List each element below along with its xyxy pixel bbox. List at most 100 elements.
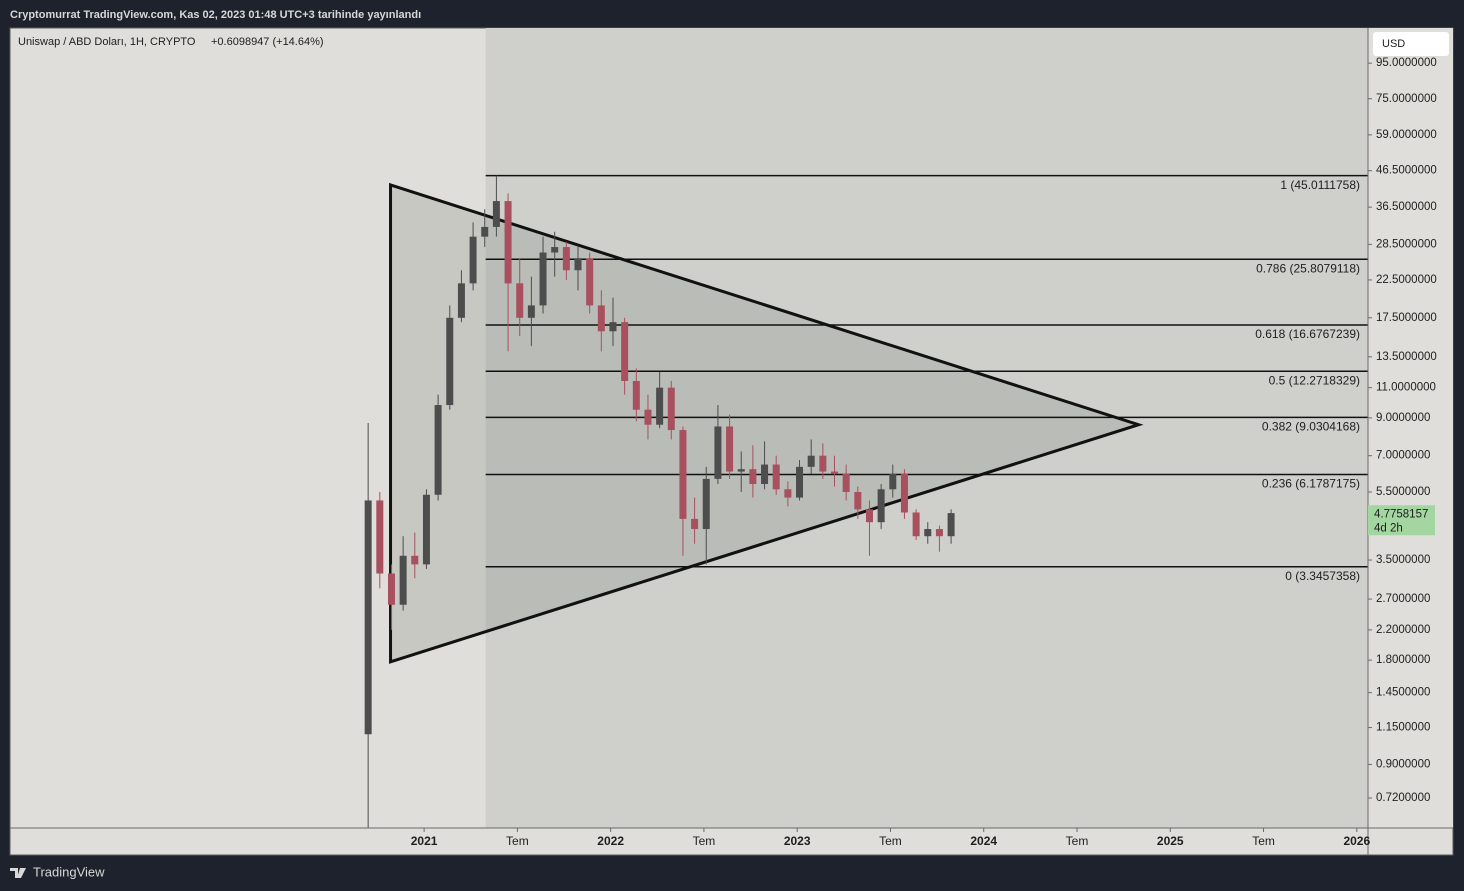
candle-body [761, 464, 769, 485]
candle-body [376, 500, 384, 574]
y-tick-label: 22.5000000 [1376, 274, 1437, 286]
currency[interactable]: USD [1382, 38, 1405, 50]
y-tick-label: 2.7000000 [1376, 593, 1430, 605]
y-tick-label: 1.1500000 [1376, 722, 1430, 734]
candle-body [516, 283, 524, 318]
candle-body [877, 489, 885, 523]
candle-body [656, 387, 664, 425]
triangle [389, 182, 1144, 664]
fib-label: 0.5 (12.2718329) [1269, 373, 1360, 387]
candle-body [469, 236, 477, 284]
change: +0.6098947 (+14.64%) [211, 36, 324, 48]
candle-body [726, 426, 734, 472]
candle-body [796, 466, 804, 498]
y-tick-label: 28.5000000 [1376, 238, 1437, 250]
candle-body [679, 430, 687, 519]
candle-body [597, 305, 605, 332]
candle-body [492, 201, 500, 227]
candle-body [702, 478, 710, 530]
candle-body [749, 469, 757, 485]
candle-body [819, 455, 827, 472]
candle-body [714, 426, 722, 479]
symbol: Uniswap / ABD Doları, 1H, CRYPTO [18, 36, 196, 48]
candle-body [527, 305, 535, 318]
candle-body [539, 252, 547, 306]
candle-body [772, 464, 780, 490]
x-tick-label: Tem [506, 834, 529, 848]
candle-body [737, 469, 745, 472]
candle-body [935, 529, 943, 537]
candle-body [399, 555, 407, 605]
candle-body [586, 258, 594, 306]
fib-label: 1 (45.0111758) [1280, 178, 1360, 192]
y-tick-label: 11.0000000 [1376, 382, 1436, 394]
fib-label: 0.236 (6.1787175) [1262, 477, 1360, 491]
candle-body [457, 283, 465, 318]
candle-body [562, 247, 570, 271]
y-tick-label: 17.5000000 [1376, 312, 1437, 324]
candle-body [865, 509, 873, 523]
x-tick-label: 2023 [784, 834, 811, 848]
y-tick-label: 75.0000000 [1376, 93, 1437, 105]
candle-body [446, 317, 454, 406]
candle-body [364, 500, 372, 735]
candle-body [784, 489, 792, 498]
x-tick-label: 2025 [1157, 834, 1184, 848]
candle-body [691, 518, 699, 530]
candle-body [434, 405, 442, 495]
x-tick-label: 2026 [1343, 834, 1370, 848]
candle-body [632, 380, 640, 410]
candle-body [551, 247, 559, 253]
x-tick-label: 2022 [597, 834, 624, 848]
candle-body [609, 322, 617, 332]
header: Cryptomurrat TradingView.com, Kas 02, 20… [10, 9, 421, 21]
y-tick-label: 36.5000000 [1376, 201, 1437, 213]
fib-label: 0 (3.3457358) [1285, 569, 1360, 583]
candle-body [924, 529, 932, 537]
candle-body [422, 494, 430, 565]
logo-icon [10, 868, 26, 878]
x-tick-label: Tem [879, 834, 902, 848]
candle-body [947, 513, 955, 537]
candle-body [842, 473, 850, 492]
fib-label: 0.382 (9.0304168) [1262, 420, 1360, 434]
x-tick-label: 2024 [970, 834, 997, 848]
y-tick-label: 2.2000000 [1376, 624, 1430, 636]
logo [10, 868, 26, 878]
last-price: 4.7758157 [1374, 508, 1428, 520]
y-tick-label: 1.8000000 [1376, 654, 1430, 666]
candle-body [387, 573, 395, 605]
currency-button[interactable] [1373, 32, 1449, 56]
fib-label: 0.786 (25.8079118) [1256, 261, 1360, 275]
y-tick-label: 59.0000000 [1376, 129, 1437, 141]
countdown: 4d 2h [1374, 522, 1403, 534]
y-tick-label: 0.9000000 [1376, 758, 1430, 770]
y-tick-label: 5.5000000 [1376, 486, 1430, 498]
fib-zone [485, 28, 1368, 828]
candle-body [574, 258, 582, 271]
candle-body [854, 491, 862, 510]
candle-body [807, 455, 815, 467]
x-tick-label: Tem [1066, 834, 1089, 848]
candle-body [900, 473, 908, 513]
x-tick-label: Tem [1252, 834, 1275, 848]
y-tick-label: 3.5000000 [1376, 554, 1430, 566]
y-tick-label: 0.7200000 [1376, 792, 1430, 804]
candle-body [481, 226, 489, 237]
candle-body [889, 473, 897, 490]
candle-body [621, 322, 629, 381]
candle-body [644, 409, 652, 425]
y-tick-label: 46.5000000 [1376, 165, 1437, 177]
footer-brand: TradingView [33, 864, 105, 879]
plot: 1 (45.0111758) 0.786 (25.8079118) 0.618 (1… [364, 28, 1368, 828]
candle-body [912, 512, 920, 537]
y-tick-label: 13.5000000 [1376, 351, 1437, 363]
y-tick-label: 9.0000000 [1376, 412, 1430, 424]
x-tick-label: Tem [693, 834, 716, 848]
candle-body [504, 201, 512, 284]
y-tick-label: 1.4500000 [1376, 687, 1430, 699]
y-tick-label: 95.0000000 [1376, 57, 1437, 69]
price-axis [1368, 28, 1453, 828]
candle-body [831, 471, 838, 474]
